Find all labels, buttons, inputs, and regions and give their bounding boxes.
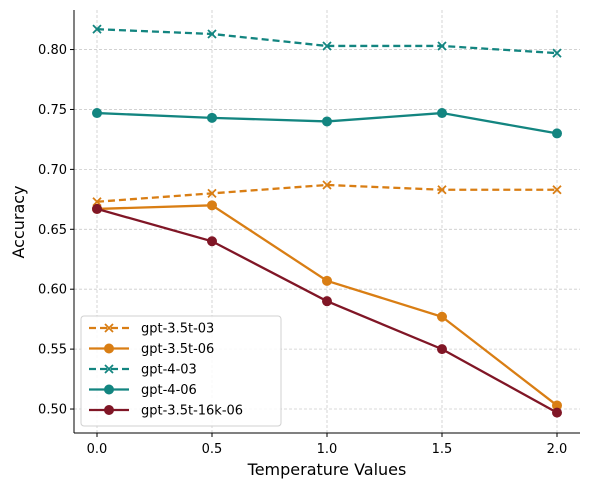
y-tick-label: 0.60 <box>38 283 67 298</box>
legend-label: gpt-3.5t-03 <box>141 322 214 337</box>
legend-marker <box>104 343 114 354</box>
legend-label: gpt-3.5t-06 <box>141 342 214 357</box>
data-point <box>552 407 562 418</box>
data-point <box>207 200 217 211</box>
x-tick-label: 2.0 <box>547 442 568 457</box>
series-gpt-3.5t-16k-06 <box>92 203 562 418</box>
legend-label: gpt-3.5t-16k-06 <box>141 404 243 419</box>
series-gpt-4-03 <box>92 24 562 58</box>
data-point <box>437 108 447 119</box>
data-point <box>437 185 447 195</box>
legend-item: gpt-3.5t-06 <box>89 342 214 357</box>
series-gpt-3.5t-03 <box>92 180 562 207</box>
data-point <box>322 116 332 127</box>
data-point <box>92 197 102 207</box>
data-point <box>322 180 332 190</box>
legend-box <box>80 315 282 427</box>
legend-item: gpt-3.5t-03 <box>89 322 214 337</box>
data-point <box>552 128 562 139</box>
legend-item: gpt-4-06 <box>89 383 197 398</box>
data-point <box>92 203 102 214</box>
data-point <box>322 296 332 307</box>
legend-marker <box>104 384 114 395</box>
x-tick-label: 0.5 <box>202 442 223 457</box>
series-gpt-4-06 <box>92 108 562 139</box>
data-point <box>207 188 217 198</box>
y-tick-label: 0.55 <box>38 343 67 358</box>
x-tick-label: 1.0 <box>317 442 338 457</box>
y-tick-label: 0.70 <box>38 163 67 178</box>
data-point <box>207 29 217 39</box>
y-tick-label: 0.80 <box>38 43 67 58</box>
legend-label: gpt-4-06 <box>141 383 197 398</box>
legend: gpt-3.5t-03 gpt-3.5t-06 gpt-4-03 gpt-4-06 gp… <box>80 315 282 427</box>
y-tick-label: 0.50 <box>38 403 67 418</box>
data-point <box>552 185 562 195</box>
data-point <box>207 112 217 123</box>
data-point <box>322 41 332 51</box>
x-axis-title: Temperature Values <box>247 460 407 479</box>
y-axis-title: Accuracy <box>9 185 28 258</box>
legend-item: gpt-3.5t-16k-06 <box>89 404 243 419</box>
data-point <box>207 236 217 247</box>
data-point <box>552 48 562 58</box>
data-point <box>92 24 102 34</box>
series-group <box>92 24 562 418</box>
ticks: 0.50 0.55 0.60 0.65 0.70 0.75 0.80 0.0 0.5 1.0 1.5… <box>38 43 567 457</box>
legend-marker <box>104 323 114 333</box>
y-tick-label: 0.65 <box>38 223 67 238</box>
legend-label: gpt-4-03 <box>141 363 197 378</box>
legend-item: gpt-4-03 <box>89 363 197 378</box>
data-point <box>437 344 447 355</box>
data-point <box>437 311 447 322</box>
data-point <box>92 108 102 119</box>
y-tick-label: 0.75 <box>38 103 67 118</box>
x-tick-label: 0.0 <box>87 442 108 457</box>
legend-marker <box>104 364 114 374</box>
x-tick-label: 1.5 <box>432 442 453 457</box>
data-point <box>322 275 332 286</box>
legend-marker <box>104 405 114 415</box>
data-point <box>437 41 447 51</box>
